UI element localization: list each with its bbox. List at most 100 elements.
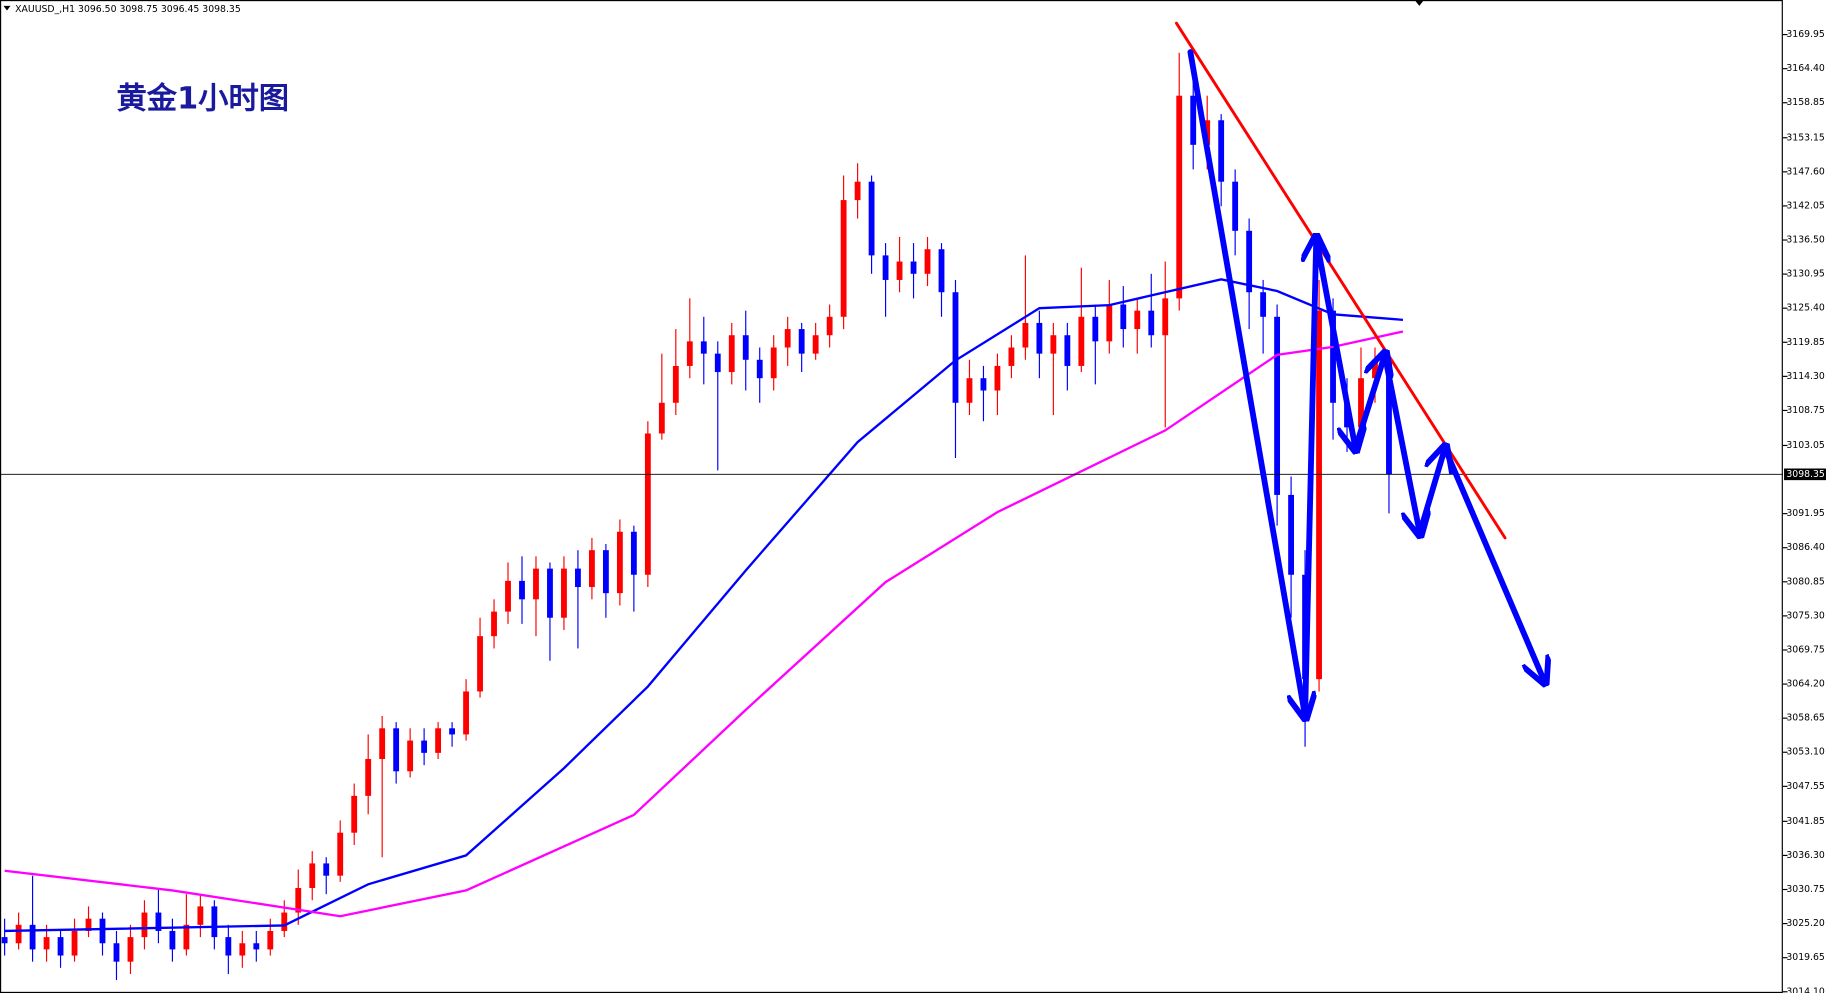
y-tick-label: 3164.40: [1786, 63, 1825, 74]
candle-body: [1078, 316, 1085, 366]
candle-body: [1064, 335, 1071, 366]
candle-body: [826, 316, 833, 336]
y-tick-label: 3125.40: [1786, 303, 1825, 314]
y-tick-label: 3030.75: [1786, 884, 1825, 895]
candle-body: [351, 795, 358, 833]
y-tick-label: 3058.65: [1786, 713, 1825, 724]
candle-body: [882, 255, 889, 280]
candle-body: [505, 580, 511, 612]
arrow: [1416, 448, 1445, 536]
y-tick-label: 3108.75: [1786, 405, 1825, 416]
candle-body: [365, 758, 372, 796]
candle-body: [267, 930, 274, 950]
candle-body: [561, 568, 567, 618]
candle-body: [1120, 304, 1127, 330]
candle-body: [15, 924, 22, 944]
candle-body: [1134, 310, 1141, 330]
y-tick-label: 3036.30: [1786, 850, 1825, 861]
candle-body: [29, 924, 36, 950]
candle-body: [127, 937, 134, 962]
candle-body: [533, 568, 539, 600]
arrow: [1441, 445, 1544, 681]
candle-body: [225, 937, 232, 956]
candle-body: [435, 728, 442, 753]
arrow: [1381, 351, 1420, 533]
arrow: [1352, 355, 1384, 452]
candle-body: [952, 292, 959, 403]
candle-body: [1246, 230, 1253, 293]
candle-body: [1176, 95, 1183, 299]
candle-body: [994, 365, 1001, 391]
candle-body: [1260, 292, 1267, 317]
candle-body: [980, 378, 987, 391]
candle-body: [658, 402, 665, 434]
candle-body: [1036, 322, 1043, 354]
y-tick-label: 3130.95: [1786, 269, 1825, 280]
y-tick-label: 3091.95: [1786, 508, 1825, 519]
price-label-box: [1784, 468, 1826, 481]
shift-marker: [1414, 0, 1424, 6]
candle-body: [854, 181, 861, 201]
candle-body: [323, 863, 330, 876]
candle-body: [1162, 298, 1169, 336]
candle-body: [463, 691, 469, 735]
y-tick-label: 3103.05: [1786, 440, 1825, 451]
y-tick-label: 3047.55: [1786, 781, 1825, 792]
candle-body: [197, 906, 204, 925]
candle-body: [686, 341, 693, 366]
candle-body: [1022, 322, 1029, 348]
y-tick-label: 3142.05: [1786, 200, 1825, 211]
moving-average: [4, 278, 1404, 933]
candle-body: [784, 329, 791, 348]
chart-title: 黄金1小时图: [117, 81, 289, 117]
y-tick-label: 3025.20: [1786, 918, 1825, 929]
arrow: [1313, 235, 1355, 448]
header: XAUUSD_,H1 3096.50 3098.75 3096.45 3098.…: [15, 4, 241, 15]
y-tick-label: 3080.85: [1786, 576, 1825, 587]
y-tick-label: 3019.65: [1786, 952, 1825, 963]
candle-body: [155, 912, 162, 931]
candle-body: [449, 728, 455, 735]
y-tick-label: 3014.10: [1786, 986, 1825, 993]
arrow: [1305, 239, 1316, 719]
candle-body: [672, 365, 679, 403]
candle-body: [393, 728, 400, 772]
candle-body: [756, 359, 763, 379]
candle-body: [211, 906, 218, 938]
candle-body: [644, 433, 651, 575]
candle-body: [43, 937, 50, 950]
arrow: [1187, 49, 1305, 716]
y-tick-label: 3147.60: [1786, 166, 1825, 177]
candle-body: [896, 261, 903, 280]
y-tick-label: 3086.40: [1786, 542, 1825, 553]
candle-body: [1358, 378, 1364, 428]
price-label: 3098.35: [1786, 469, 1825, 480]
y-tick-label: 3119.85: [1786, 337, 1825, 348]
candle-body: [519, 580, 525, 600]
candle-body: [1106, 304, 1113, 342]
candle-body: [57, 937, 64, 956]
y-tick-label: 3114.30: [1786, 371, 1825, 382]
candle-body: [700, 341, 707, 354]
header-icon: [3, 5, 11, 11]
candle-body: [1316, 310, 1322, 680]
candle-body: [966, 378, 973, 403]
candle-body: [1, 937, 8, 944]
candle-body: [337, 832, 344, 876]
y-tick-label: 3064.20: [1786, 679, 1825, 690]
y-tick-label: 3136.50: [1786, 235, 1825, 246]
candle-body: [924, 249, 931, 274]
candle-body: [630, 531, 637, 575]
candle-body: [295, 887, 302, 913]
candle-body: [281, 912, 288, 931]
candle-body: [742, 335, 749, 360]
candle-body: [1232, 181, 1239, 231]
candle-body: [840, 200, 847, 317]
y-tick-label: 3041.85: [1786, 816, 1825, 827]
candle-body: [1288, 494, 1295, 575]
candle-body: [85, 918, 92, 931]
candle-body: [547, 568, 553, 618]
candle-body: [309, 863, 316, 888]
candle-body: [379, 728, 386, 759]
